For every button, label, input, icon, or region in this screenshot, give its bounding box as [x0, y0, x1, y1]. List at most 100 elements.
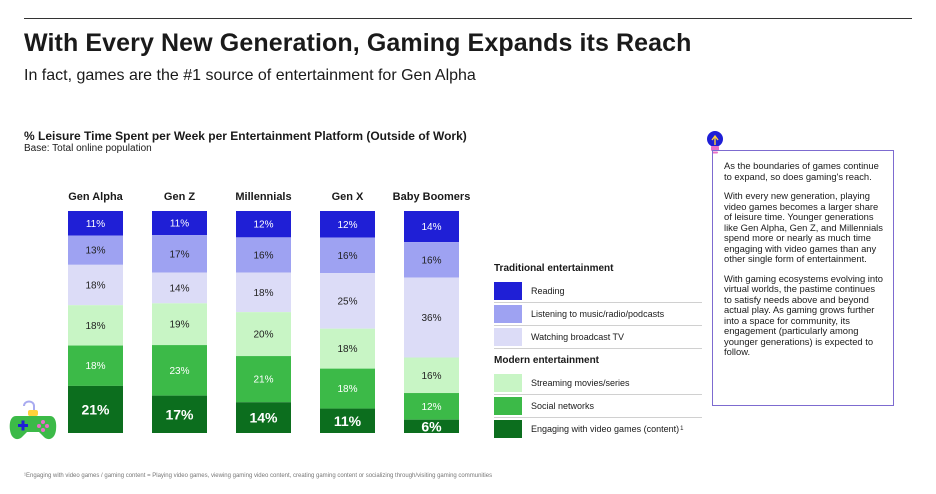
bar-segment [236, 272, 291, 313]
category-label: Gen Z [164, 191, 195, 203]
chart-base: Base: Total online population [24, 143, 152, 154]
data-label: 18% [253, 288, 273, 299]
bar-segment [236, 312, 291, 357]
bar-segment [236, 402, 291, 433]
data-label: 16% [253, 250, 273, 261]
data-label: 11% [86, 219, 105, 230]
data-label: 11% [334, 413, 362, 429]
legend-label: Social networks [531, 401, 595, 411]
bar-segment [152, 395, 207, 433]
page-title: With Every New Generation, Gaming Expand… [24, 29, 692, 57]
legend-swatch [494, 328, 522, 346]
data-label: 23% [169, 366, 189, 377]
data-label: 18% [85, 321, 105, 332]
bar-segment [236, 356, 291, 403]
data-label: 11% [170, 219, 189, 230]
data-label: 12% [337, 220, 357, 231]
data-label: 16% [421, 255, 441, 266]
stacked-bar-chart: Gen Alpha 11% 13% 18% 18% 18% 21% Gen Z 11% 17% 14… [68, 191, 471, 434]
game-controller-icon [9, 400, 57, 440]
footnote: ¹Engaging with video games / gaming cont… [24, 473, 493, 479]
legend-swatch [494, 397, 522, 415]
legend-label: Engaging with video games (content) [531, 424, 680, 434]
insight-paragraph-2: With every new generation, playing video… [724, 190, 883, 264]
data-label: 21% [81, 401, 110, 417]
bar-segment [152, 235, 207, 273]
data-label: 6% [421, 418, 442, 434]
data-label: 13% [85, 246, 105, 257]
category-label: Gen Alpha [68, 191, 123, 203]
data-label: 25% [337, 296, 357, 307]
bar-segment [68, 305, 123, 346]
bar-segment [152, 211, 207, 236]
bar-segment [404, 242, 459, 278]
data-label: 20% [253, 330, 273, 341]
insight-paragraph-1: As the boundaries of games continue to e… [724, 160, 879, 182]
legend-label: Watching broadcast TV [531, 332, 625, 342]
lightbulb-icon [707, 131, 723, 154]
bar-segment [320, 237, 375, 274]
bar-segment [152, 345, 207, 396]
legend-item-video-games: Engaging with video games (content) 1 [494, 418, 702, 440]
data-label: 18% [337, 384, 357, 395]
top-divider [24, 18, 912, 19]
bar-segment [68, 264, 123, 306]
bar-segment [68, 385, 123, 433]
data-label: 18% [85, 281, 105, 292]
bar-segment [68, 235, 123, 265]
bar-segment [404, 357, 459, 394]
bar-segment [152, 303, 207, 346]
data-label: 14% [421, 222, 441, 233]
legend-label: Streaming movies/series [531, 378, 630, 388]
data-label: 19% [169, 320, 189, 331]
chart-legend: Traditional entertainment Reading Listen… [494, 263, 702, 440]
data-label: 14% [169, 283, 189, 294]
insight-callout: As the boundaries of games continue to e… [712, 150, 894, 406]
category-label: Baby Boomers [393, 191, 471, 203]
data-label: 21% [253, 375, 273, 386]
legend-item-broadcast-tv: Watching broadcast TV [494, 326, 702, 349]
legend-item-social: Social networks [494, 395, 702, 418]
data-label: 17% [169, 249, 189, 260]
data-label: 17% [165, 406, 194, 422]
data-label: 14% [249, 410, 278, 426]
bar-segment [320, 273, 375, 329]
data-label: 18% [85, 361, 105, 372]
insight-paragraph-3: With gaming ecosystems evolving into vir… [724, 272, 883, 357]
legend-item-streaming: Streaming movies/series [494, 372, 702, 395]
bar-segment [152, 272, 207, 304]
legend-swatch [494, 420, 522, 438]
bar-segment [236, 211, 291, 238]
legend-item-listening: Listening to music/radio/podcasts [494, 303, 702, 326]
bar-segment [320, 211, 375, 238]
category-label: Gen X [332, 191, 364, 203]
legend-swatch [494, 282, 522, 300]
legend-label: Reading [531, 286, 565, 296]
legend-footnote-marker: 1 [680, 426, 684, 432]
data-label: 36% [421, 313, 441, 324]
bar-segment [320, 408, 375, 433]
bar-segment [68, 345, 123, 386]
page-subtitle: In fact, games are the #1 source of ente… [24, 67, 476, 84]
data-label: 18% [337, 344, 357, 355]
legend-swatch [494, 305, 522, 323]
legend-heading-modern: Modern entertainment [494, 355, 600, 366]
data-label: 12% [253, 220, 273, 231]
bar-segment [236, 237, 291, 273]
bar-segment [404, 419, 459, 433]
category-label: Millennials [235, 191, 291, 203]
legend-label: Listening to music/radio/podcasts [531, 309, 665, 319]
bar-segment [320, 328, 375, 369]
legend-item-reading: Reading [494, 280, 702, 303]
bar-segment [320, 368, 375, 409]
bar-segment [404, 393, 459, 420]
legend-swatch [494, 374, 522, 392]
bar-segment [404, 277, 459, 358]
bar-segment [404, 211, 459, 243]
chart-title: % Leisure Time Spent per Week per Entert… [24, 129, 467, 143]
data-label: 16% [337, 251, 357, 262]
legend-heading-traditional: Traditional entertainment [494, 263, 614, 274]
data-label: 16% [421, 371, 441, 382]
bar-segment [68, 211, 123, 236]
data-label: 12% [421, 402, 441, 413]
